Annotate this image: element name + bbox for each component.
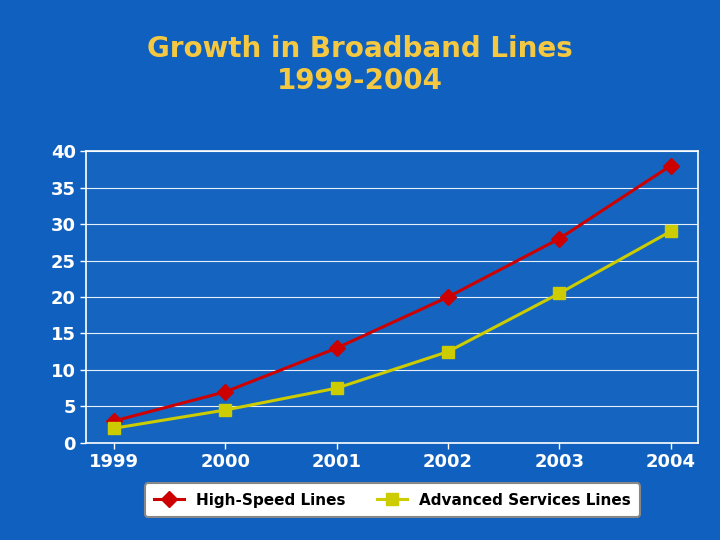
High-Speed Lines	[221, 389, 230, 395]
Line: Advanced Services Lines: Advanced Services Lines	[109, 226, 676, 434]
Legend: High-Speed Lines, Advanced Services Lines: High-Speed Lines, Advanced Services Line…	[145, 483, 640, 517]
High-Speed Lines	[666, 163, 675, 169]
High-Speed Lines	[333, 345, 341, 352]
Advanced Services Lines	[221, 407, 230, 413]
Advanced Services Lines	[666, 228, 675, 234]
Advanced Services Lines	[333, 385, 341, 392]
Advanced Services Lines	[110, 425, 119, 431]
Line: High-Speed Lines: High-Speed Lines	[109, 160, 676, 427]
Text: Growth in Broadband Lines
1999-2004: Growth in Broadband Lines 1999-2004	[147, 35, 573, 95]
Advanced Services Lines	[555, 290, 564, 296]
High-Speed Lines	[110, 418, 119, 424]
High-Speed Lines	[444, 294, 452, 300]
Advanced Services Lines	[444, 348, 452, 355]
High-Speed Lines	[555, 235, 564, 242]
